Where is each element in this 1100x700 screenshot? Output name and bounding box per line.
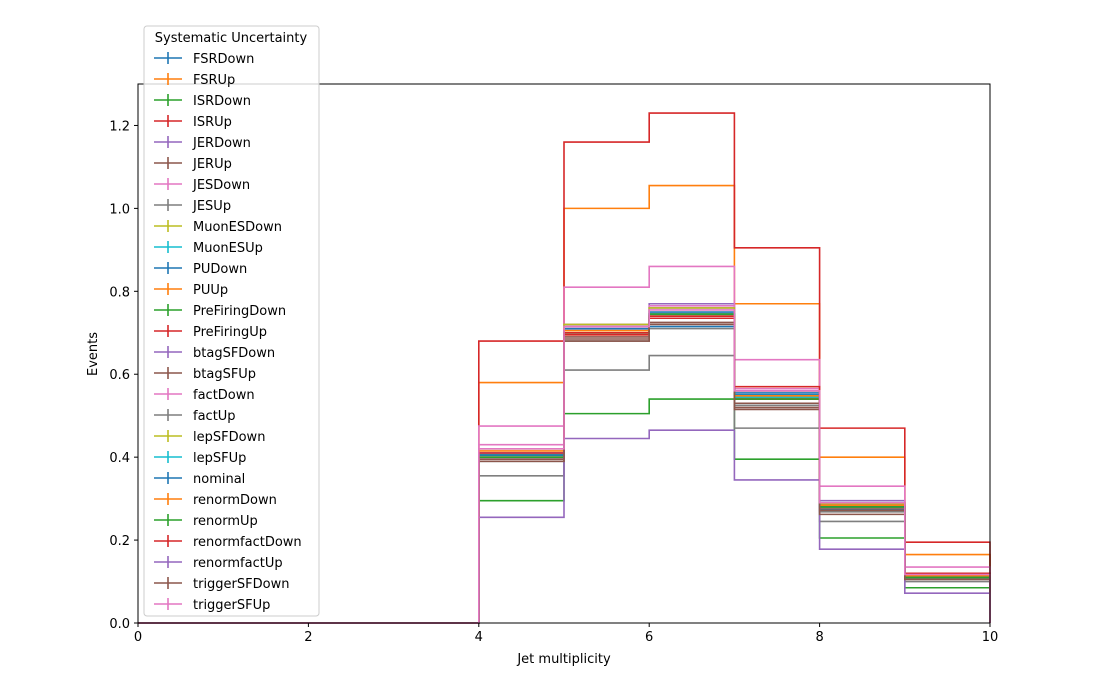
legend-entry: FSRDown bbox=[154, 52, 254, 67]
x-tick-label: 4 bbox=[475, 630, 483, 645]
legend-label: ISRDown bbox=[193, 94, 251, 109]
legend-label: JESDown bbox=[192, 178, 250, 193]
legend-label: renormDown bbox=[193, 493, 277, 508]
legend-label: btagSFDown bbox=[193, 346, 275, 361]
legend-label: renormUp bbox=[193, 514, 258, 529]
legend-label: nominal bbox=[193, 472, 245, 487]
x-axis-label: Jet multiplicity bbox=[516, 652, 611, 667]
legend-entry: factUp bbox=[154, 409, 236, 424]
legend-entry: JESUp bbox=[154, 199, 231, 214]
legend-entry: MuonESUp bbox=[154, 241, 263, 256]
legend-entry: ISRDown bbox=[154, 94, 251, 109]
legend: Systematic Uncertainty FSRDown FSRUp ISRDo… bbox=[143, 25, 320, 617]
legend-label: lepSFUp bbox=[193, 451, 246, 466]
legend-entry: JESDown bbox=[154, 178, 250, 193]
legend-entry: renormUp bbox=[154, 514, 258, 529]
legend-label: btagSFUp bbox=[193, 367, 256, 382]
y-tick-label: 0.0 bbox=[109, 617, 130, 632]
legend-title: Systematic Uncertainty bbox=[155, 31, 308, 46]
legend-label: PreFiringUp bbox=[193, 325, 267, 340]
legend-label: triggerSFUp bbox=[193, 598, 270, 613]
legend-entry: MuonESDown bbox=[154, 220, 282, 235]
legend-label: JESUp bbox=[192, 199, 231, 214]
legend-entry: nominal bbox=[154, 472, 245, 487]
legend-entry: PUDown bbox=[154, 262, 247, 277]
legend-label: JERUp bbox=[192, 157, 232, 172]
legend-label: PUDown bbox=[193, 262, 247, 277]
legend-entry: renormDown bbox=[154, 493, 277, 508]
legend-label: factUp bbox=[193, 409, 236, 424]
legend-entry: ISRUp bbox=[154, 115, 232, 130]
legend-label: JERDown bbox=[192, 136, 251, 151]
legend-entry: FSRUp bbox=[154, 73, 235, 88]
legend-label: PreFiringDown bbox=[193, 304, 286, 319]
legend-entry: JERUp bbox=[154, 157, 232, 172]
legend-label: FSRDown bbox=[193, 52, 254, 67]
legend-entry: PreFiringDown bbox=[154, 304, 286, 319]
legend-label: renormfactDown bbox=[193, 535, 302, 550]
legend-box bbox=[143, 25, 320, 617]
x-tick-label: 6 bbox=[645, 630, 653, 645]
x-axis: 0 2 4 6 8 10 bbox=[134, 623, 998, 645]
legend-entry: triggerSFDown bbox=[154, 577, 289, 592]
legend-label: triggerSFDown bbox=[193, 577, 289, 592]
y-tick-label: 0.6 bbox=[109, 368, 130, 383]
x-tick-label: 10 bbox=[982, 630, 999, 645]
y-axis-label: Events bbox=[86, 332, 101, 376]
y-tick-label: 1.0 bbox=[109, 202, 130, 217]
x-tick-label: 0 bbox=[134, 630, 142, 645]
legend-entry: btagSFUp bbox=[154, 367, 256, 382]
legend-label: ISRUp bbox=[193, 115, 232, 130]
legend-entry: renormfactUp bbox=[154, 556, 283, 571]
legend-entry: lepSFDown bbox=[154, 430, 265, 445]
legend-entry: lepSFUp bbox=[154, 451, 246, 466]
x-tick-label: 8 bbox=[815, 630, 823, 645]
legend-entry: PUUp bbox=[154, 283, 228, 298]
x-tick-label: 2 bbox=[304, 630, 312, 645]
legend-entries: FSRDown FSRUp ISRDown ISRUp JERDown JERUp JESD… bbox=[154, 52, 302, 613]
legend-entry: PreFiringUp bbox=[154, 325, 267, 340]
legend-label: PUUp bbox=[193, 283, 228, 298]
y-tick-label: 0.2 bbox=[109, 534, 130, 549]
legend-entry: factDown bbox=[154, 388, 255, 403]
y-tick-label: 1.2 bbox=[109, 119, 130, 134]
axes-frame bbox=[137, 83, 991, 624]
legend-label: lepSFDown bbox=[193, 430, 265, 445]
legend-label: renormfactUp bbox=[193, 556, 283, 571]
legend-entry: btagSFDown bbox=[154, 346, 275, 361]
legend-entry: JERDown bbox=[154, 136, 251, 151]
y-tick-label: 0.4 bbox=[109, 451, 130, 466]
y-axis: 0.0 0.2 0.4 0.6 0.8 1.0 1.2 bbox=[109, 119, 138, 632]
legend-label: FSRUp bbox=[193, 73, 235, 88]
legend-label: MuonESDown bbox=[193, 220, 282, 235]
legend-entry: renormfactDown bbox=[154, 535, 302, 550]
legend-entry: triggerSFUp bbox=[154, 598, 270, 613]
legend-label: MuonESUp bbox=[193, 241, 263, 256]
legend-label: factDown bbox=[193, 388, 255, 403]
y-tick-label: 0.8 bbox=[109, 285, 130, 300]
